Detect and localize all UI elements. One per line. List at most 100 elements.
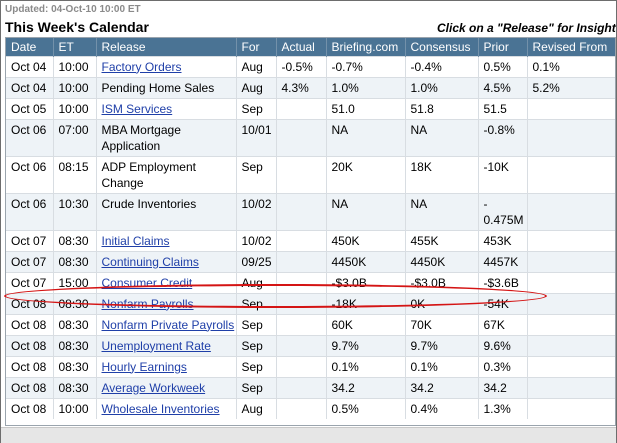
et-cell: 07:00 [53,118,97,156]
et-cell: 08:30 [53,355,97,377]
date-cell: Oct 05 [6,97,54,119]
actual-cell: -0.5% [276,55,327,77]
column-header: Release [96,38,237,56]
date-cell: Oct 08 [6,292,54,314]
column-header: Actual [276,38,327,56]
table-row: Oct 08 08:30 Hourly Earnings Sep 0.1% 0.1% 0.3… [6,355,615,377]
revised-cell [527,155,615,193]
prior-cell: 453K [478,229,528,251]
for-cell: Sep [236,313,277,335]
date-cell: Oct 06 [6,155,54,193]
actual-cell [276,292,327,314]
release-link[interactable]: Consumer Credit [101,275,193,290]
et-cell: 08:15 [53,155,97,193]
prior-cell: 34.2 [478,376,528,398]
consensus-cell: NA [405,118,479,156]
revised-cell [527,355,615,377]
release-link[interactable]: Average Workweek [101,380,206,395]
for-cell: Sep [236,355,277,377]
prior-cell: -54K [478,292,528,314]
table-row: Oct 08 08:30 Unemployment Rate Sep 9.7% 9.7% 9… [6,334,615,356]
release-link[interactable]: Nonfarm Private Payrolls [101,317,235,332]
release-link[interactable]: Continuing Claims [101,254,199,269]
prior-cell: 0.5% [478,55,528,77]
revised-cell: 5.2% [527,76,615,98]
release-link[interactable]: Initial Claims [101,233,170,248]
briefing-cell: 4450K [326,250,406,272]
date-cell: Oct 04 [6,55,54,77]
actual-cell [276,192,327,230]
revised-cell [527,292,615,314]
prior-cell: - 0.475M [478,192,528,230]
table-row: Oct 05 10:00 ISM Services Sep 51.0 51.8 51.5 [6,97,615,119]
table-row: Oct 07 08:30 Continuing Claims 09/25 4450K 44… [6,250,615,272]
revised-cell [527,376,615,398]
et-cell: 10:00 [53,76,97,98]
release-label: ADP Employment Change [101,159,196,190]
prior-cell: -$3.6B [478,271,528,293]
release-cell: Hourly Earnings [96,355,237,377]
consensus-cell: 0.4% [405,397,479,419]
et-cell: 08:30 [53,292,97,314]
release-cell: Average Workweek [96,376,237,398]
release-link[interactable]: ISM Services [101,101,173,116]
actual-cell [276,229,327,251]
prior-cell: 9.6% [478,334,528,356]
calendar-table-container[interactable]: Date ET Release For Actual Briefing.com … [5,37,616,426]
release-link[interactable]: Factory Orders [101,59,182,74]
et-cell: 10:00 [53,397,97,419]
release-link[interactable]: Nonfarm Payrolls [101,296,194,311]
consensus-cell: 1.0% [405,76,479,98]
prior-cell: 1.3% [478,397,528,419]
date-cell: Oct 06 [6,192,54,230]
release-cell: Factory Orders [96,55,237,77]
revised-cell [527,250,615,272]
release-cell: Initial Claims [96,229,237,251]
et-cell: 08:30 [53,313,97,335]
revised-cell [527,334,615,356]
briefing-cell: 60K [326,313,406,335]
for-cell: 09/25 [236,250,277,272]
briefing-cell: 0.1% [326,355,406,377]
briefing-cell: -18K [326,292,406,314]
consensus-cell: -0.4% [405,55,479,77]
release-link[interactable]: Unemployment Rate [101,338,211,353]
table-body: Oct 04 10:00 Factory Orders Aug -0.5% -0.7% -0… [6,55,615,419]
page-title: This Week's Calendar [5,19,149,35]
for-cell: Aug [236,55,277,77]
et-cell: 15:00 [53,271,97,293]
for-cell: Sep [236,97,277,119]
for-cell: 10/01 [236,118,277,156]
column-header: Prior [478,38,528,56]
date-cell: Oct 04 [6,76,54,98]
prior-cell: 67K [478,313,528,335]
briefing-cell: 1.0% [326,76,406,98]
briefing-cell: NA [326,118,406,156]
date-cell: Oct 08 [6,397,54,419]
prior-cell: 4457K [478,250,528,272]
release-cell: Pending Home Sales [96,76,237,98]
table-row: Oct 06 10:30 Crude Inventories 10/02 NA NA - 0… [6,192,615,230]
for-cell: 10/02 [236,192,277,230]
table-row: Oct 07 08:30 Initial Claims 10/02 450K 455K 45… [6,229,615,251]
revised-cell [527,313,615,335]
release-link[interactable]: Wholesale Inventories [101,401,220,416]
briefing-cell: 9.7% [326,334,406,356]
release-hint: Click on a "Release" for Insight [437,21,616,35]
consensus-cell: NA [405,192,479,230]
release-cell: Wholesale Inventories [96,397,237,419]
briefing-cell: 0.5% [326,397,406,419]
release-link[interactable]: Hourly Earnings [101,359,187,374]
consensus-cell: 18K [405,155,479,193]
table-row: Oct 06 07:00 MBA Mortgage Application 10/01… [6,118,615,156]
et-cell: 08:30 [53,229,97,251]
actual-cell: 4.3% [276,76,327,98]
for-cell: Sep [236,376,277,398]
et-cell: 10:30 [53,192,97,230]
prior-cell: 0.3% [478,355,528,377]
date-cell: Oct 07 [6,250,54,272]
for-cell: Aug [236,271,277,293]
for-cell: Aug [236,76,277,98]
release-cell: Unemployment Rate [96,334,237,356]
